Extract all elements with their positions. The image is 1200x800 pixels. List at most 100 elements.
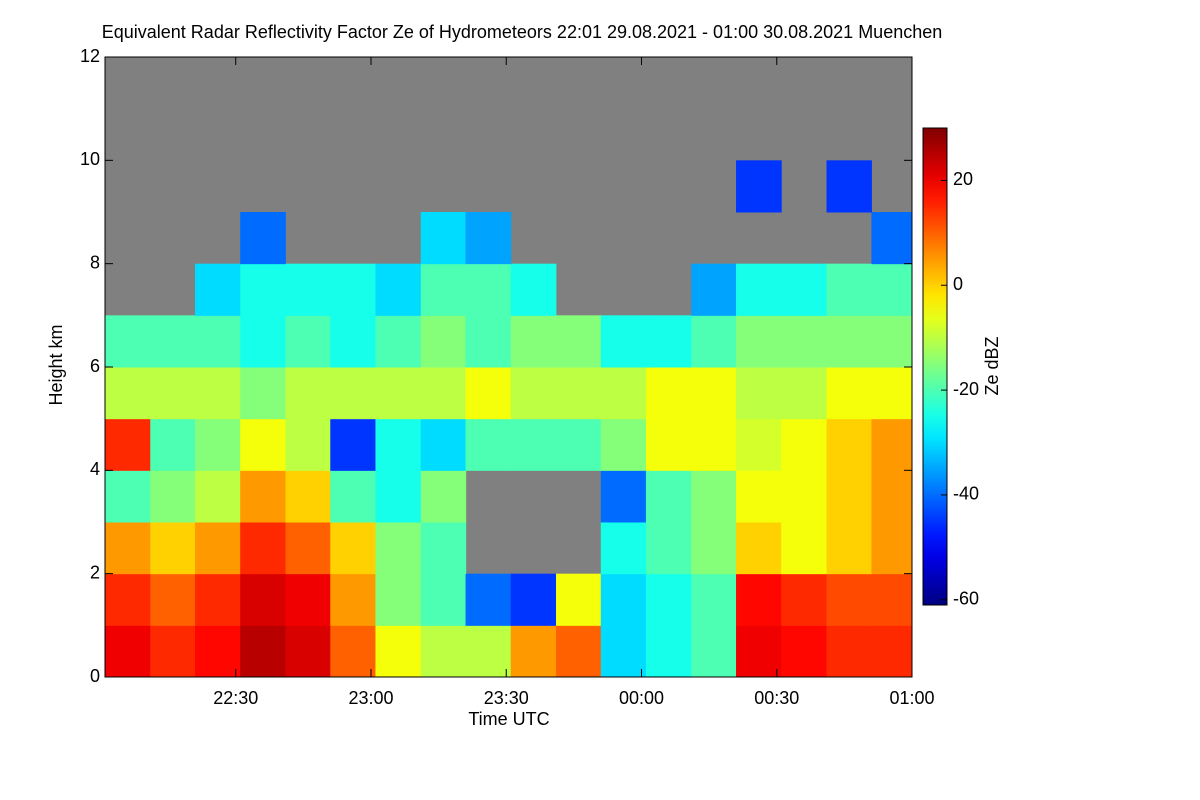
heatmap-cell	[420, 625, 467, 677]
heatmap-cell	[510, 418, 557, 471]
heatmap-cell	[736, 470, 782, 523]
heatmap-cell	[150, 367, 196, 420]
heatmap-cell	[150, 470, 196, 523]
heatmap-cell	[420, 263, 467, 316]
heatmap-cell	[600, 522, 647, 575]
heatmap-cell	[826, 418, 872, 471]
heatmap-cell	[736, 522, 782, 575]
heatmap-cell	[645, 315, 692, 368]
heatmap-cell	[781, 470, 827, 523]
heatmap-cell	[465, 367, 512, 420]
heatmap-cell	[691, 625, 737, 677]
heatmap-cell	[691, 573, 737, 626]
heatmap-cell	[645, 522, 692, 575]
heatmap-cell	[645, 418, 692, 471]
heatmap-cell	[510, 263, 557, 316]
heatmap-cell	[375, 315, 422, 368]
heatmap-cell	[781, 522, 827, 575]
heatmap-cell	[781, 315, 827, 368]
heatmap-cell	[736, 367, 782, 420]
x-tick-label: 00:30	[754, 688, 799, 708]
heatmap-cell	[330, 263, 376, 316]
colorbar-tick-label: -20	[953, 379, 979, 399]
heatmap-cell	[826, 160, 872, 213]
heatmap-cell	[375, 522, 422, 575]
heatmap-cell	[691, 367, 737, 420]
colorbar-tick-label: -40	[953, 484, 979, 504]
colorbar-tick-label: 20	[953, 169, 973, 189]
heatmap-cell	[826, 522, 872, 575]
heatmap-cell	[645, 367, 692, 420]
x-tick-label: 23:00	[348, 688, 393, 708]
heatmap-cell	[105, 470, 151, 523]
cells	[105, 160, 912, 677]
heatmap-cell	[465, 625, 512, 677]
heatmap-cell	[330, 625, 376, 677]
heatmap-cell	[465, 212, 512, 265]
heatmap-cell	[556, 625, 602, 677]
heatmap-cell	[195, 470, 241, 523]
heatmap-cell	[736, 160, 782, 213]
heatmap-cell	[510, 367, 557, 420]
y-tick-label: 2	[90, 562, 100, 582]
y-tick-label: 10	[80, 149, 100, 169]
heatmap-cell	[691, 470, 737, 523]
heatmap-cell	[240, 367, 286, 420]
heatmap-cell	[195, 573, 241, 626]
heatmap-cell	[645, 625, 692, 677]
heatmap-cell	[871, 212, 912, 265]
heatmap-cell	[105, 625, 151, 677]
heatmap-cell	[420, 418, 467, 471]
heatmap-cell	[465, 263, 512, 316]
heatmap-cell	[465, 573, 512, 626]
heatmap-cell	[195, 625, 241, 677]
heatmap-cell	[420, 470, 467, 523]
colorbar-label: Ze dBZ	[982, 336, 1002, 395]
heatmap-cell	[556, 315, 602, 368]
heatmap-cell	[781, 573, 827, 626]
heatmap-cell	[645, 573, 692, 626]
heatmap-cell	[375, 470, 422, 523]
heatmap-cell	[420, 522, 467, 575]
heatmap-cell	[871, 470, 912, 523]
heatmap-cell	[556, 573, 602, 626]
heatmap-cell	[330, 418, 376, 471]
heatmap-cell	[736, 315, 782, 368]
heatmap-cell	[645, 470, 692, 523]
heatmap-cell	[826, 367, 872, 420]
heatmap-cell	[420, 573, 467, 626]
x-axis-label: Time UTC	[468, 709, 549, 729]
heatmap-cell	[195, 263, 241, 316]
heatmap-cell	[150, 573, 196, 626]
heatmap-cell	[195, 522, 241, 575]
heatmap-cell	[330, 315, 376, 368]
heatmap-cell	[420, 367, 467, 420]
heatmap-cell	[285, 418, 331, 471]
heatmap-cell	[150, 315, 196, 368]
y-tick-label: 4	[90, 459, 100, 479]
heatmap-cell	[375, 418, 422, 471]
heatmap-cell	[240, 573, 286, 626]
heatmap-cell	[240, 263, 286, 316]
heatmap-cell	[600, 470, 647, 523]
heatmap-cell	[600, 418, 647, 471]
heatmap-cell	[285, 625, 331, 677]
heatmap-cell	[420, 212, 467, 265]
heatmap-cell	[240, 212, 286, 265]
heatmap-cell	[510, 315, 557, 368]
heatmap-cell	[330, 522, 376, 575]
heatmap-cell	[600, 625, 647, 677]
heatmap-cell	[285, 315, 331, 368]
heatmap-cell	[375, 573, 422, 626]
heatmap-cell	[195, 315, 241, 368]
heatmap-cell	[781, 418, 827, 471]
x-tick-label: 01:00	[889, 688, 934, 708]
heatmap-cell	[826, 315, 872, 368]
x-tick-label: 00:00	[619, 688, 664, 708]
heatmap-cell	[600, 315, 647, 368]
heatmap-cell	[871, 573, 912, 626]
heatmap-cell	[285, 263, 331, 316]
y-tick-label: 0	[90, 666, 100, 686]
heatmap-cell	[240, 470, 286, 523]
